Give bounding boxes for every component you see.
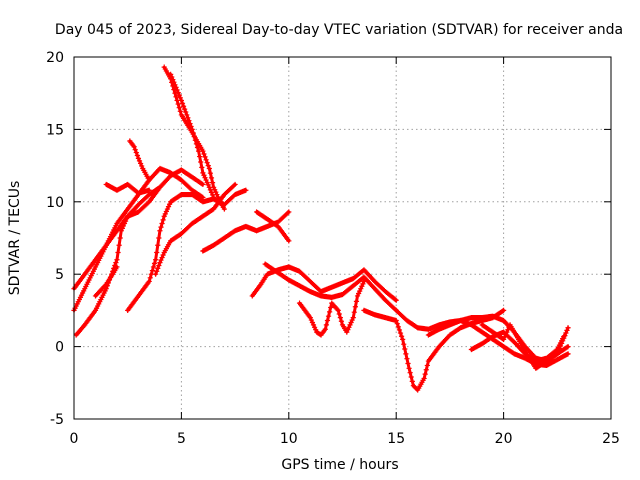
x-tick-label: 15 xyxy=(387,431,405,447)
data-series xyxy=(71,64,571,393)
x-tick-label: 0 xyxy=(70,431,79,447)
y-tick-label: 0 xyxy=(55,340,64,356)
series-markers xyxy=(262,261,399,313)
series-track-20 xyxy=(468,329,567,364)
y-tick-label: 15 xyxy=(46,122,64,138)
x-tick-label: 10 xyxy=(280,431,298,447)
series-track-5 xyxy=(103,181,152,196)
series-track-11 xyxy=(200,209,292,254)
series-markers xyxy=(127,138,152,183)
y-axis-title: SDTVAR / TECUs xyxy=(7,181,23,296)
series-markers xyxy=(200,209,292,254)
y-tick-labels: -5 0 5 10 15 20 xyxy=(46,50,64,428)
series-track-14 xyxy=(262,261,399,313)
series-track-15 xyxy=(296,278,367,338)
series-markers xyxy=(73,167,206,338)
y-tick-label: 10 xyxy=(46,195,64,211)
series-markers xyxy=(296,278,367,338)
series-track-10 xyxy=(168,71,217,201)
series-track-9 xyxy=(161,64,227,212)
series-markers xyxy=(92,264,120,299)
y-tick-label: 20 xyxy=(46,50,64,66)
series-markers xyxy=(468,329,567,364)
x-tick-label: 25 xyxy=(602,431,620,447)
x-tick-label: 20 xyxy=(495,431,513,447)
series-track-6 xyxy=(127,138,152,183)
series-markers xyxy=(253,209,292,244)
plot-frame xyxy=(73,56,612,420)
series-markers xyxy=(249,264,399,303)
series-markers xyxy=(153,181,238,277)
grid-lines xyxy=(74,57,611,419)
y-tick-label: -5 xyxy=(50,412,64,428)
series-track-4 xyxy=(92,264,120,299)
series-markers xyxy=(103,181,152,196)
series-track-16 xyxy=(361,307,507,393)
x-tick-labels: 0 5 10 15 20 25 xyxy=(70,431,620,447)
series-track-12 xyxy=(253,209,292,244)
series-track-3 xyxy=(73,167,206,338)
x-axis-title: GPS time / hours xyxy=(281,457,398,473)
series-markers xyxy=(361,307,507,393)
chart-title: Day 045 of 2023, Sidereal Day-to-day VTE… xyxy=(55,22,623,38)
x-tick-label: 5 xyxy=(177,431,186,447)
axis-ticks xyxy=(73,56,612,420)
series-markers xyxy=(168,71,217,201)
y-tick-label: 5 xyxy=(55,267,64,283)
series-track-13 xyxy=(249,264,399,303)
